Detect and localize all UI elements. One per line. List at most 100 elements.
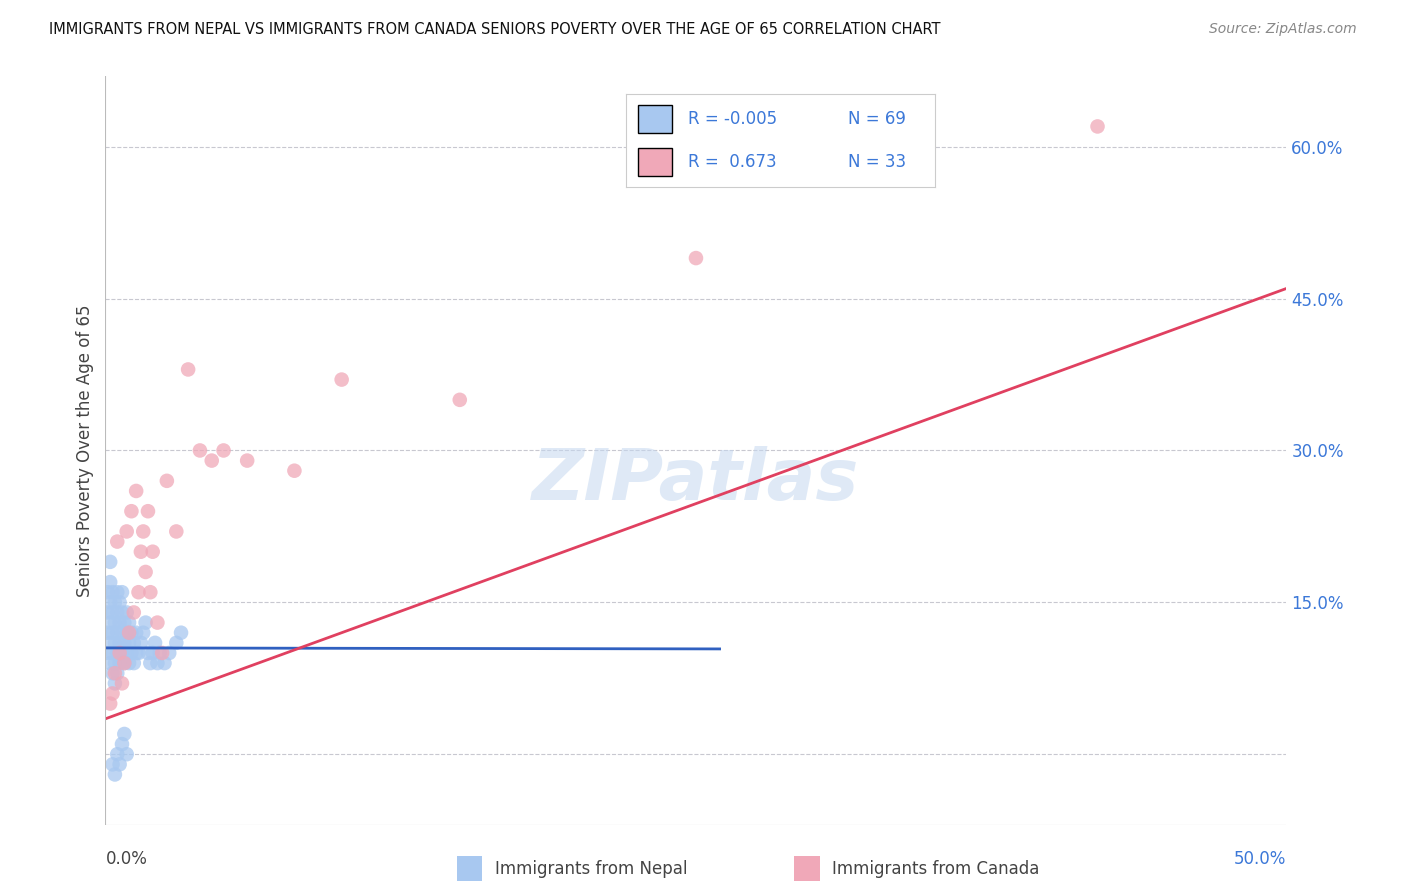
Point [105, 625, 128, 640]
Point [112, 636, 135, 650]
Point [149, 646, 172, 660]
Point [128, 585, 150, 599]
Point [111, 606, 134, 620]
Point [129, 636, 152, 650]
FancyBboxPatch shape [638, 148, 672, 176]
Point [1087, 120, 1109, 134]
Point [105, 534, 128, 549]
Point [108, 757, 131, 772]
Point [111, 646, 134, 660]
Text: R =  0.673: R = 0.673 [688, 153, 776, 171]
Point [105, 747, 128, 762]
Point [115, 524, 138, 539]
Point [97, 585, 120, 599]
Point [112, 727, 135, 741]
Text: Immigrants from Canada: Immigrants from Canada [832, 860, 1039, 878]
Text: IMMIGRANTS FROM NEPAL VS IMMIGRANTS FROM CANADA SENIORS POVERTY OVER THE AGE OF : IMMIGRANTS FROM NEPAL VS IMMIGRANTS FROM… [49, 22, 941, 37]
Point [139, 585, 162, 599]
Point [101, 666, 124, 681]
Point [112, 615, 135, 630]
Point [122, 636, 145, 650]
Point [120, 646, 142, 660]
Point [128, 646, 150, 660]
Point [136, 504, 159, 518]
FancyBboxPatch shape [638, 105, 672, 133]
Point [98, 575, 121, 590]
Point [97, 606, 120, 620]
Point [104, 595, 127, 609]
Point [98, 697, 121, 711]
Point [150, 646, 173, 660]
Point [177, 362, 200, 376]
Point [165, 524, 187, 539]
Point [101, 625, 124, 640]
Point [101, 757, 124, 772]
Point [156, 474, 179, 488]
Text: N = 69: N = 69 [848, 110, 907, 128]
Point [115, 747, 138, 762]
Point [132, 625, 155, 640]
Point [115, 625, 138, 640]
Point [153, 656, 176, 670]
Point [112, 656, 135, 670]
Point [212, 443, 235, 458]
Point [108, 646, 131, 660]
Point [118, 615, 141, 630]
Point [105, 606, 128, 620]
Point [165, 636, 187, 650]
Point [111, 625, 134, 640]
Point [118, 636, 141, 650]
Point [104, 636, 127, 650]
Text: ZIPatlas: ZIPatlas [533, 446, 859, 515]
Point [98, 615, 121, 630]
Point [98, 636, 121, 650]
Text: Source: ZipAtlas.com: Source: ZipAtlas.com [1209, 22, 1357, 37]
Point [142, 545, 165, 559]
Point [685, 251, 707, 265]
Point [98, 656, 121, 670]
Point [104, 656, 127, 670]
Point [115, 646, 138, 660]
Point [108, 615, 131, 630]
Point [104, 615, 127, 630]
Point [101, 585, 124, 599]
Point [118, 656, 141, 670]
Point [170, 625, 193, 640]
Point [98, 555, 121, 569]
Point [125, 483, 148, 498]
Point [112, 656, 135, 670]
Point [97, 625, 120, 640]
Point [105, 585, 128, 599]
Point [101, 646, 124, 660]
Point [283, 464, 305, 478]
Point [104, 666, 127, 681]
Point [157, 646, 180, 660]
Point [105, 666, 128, 681]
Text: Immigrants from Nepal: Immigrants from Nepal [495, 860, 688, 878]
Point [330, 373, 353, 387]
Point [104, 676, 127, 690]
Point [105, 646, 128, 660]
Point [111, 585, 134, 599]
Point [101, 686, 124, 700]
Point [135, 565, 157, 579]
Point [129, 545, 152, 559]
Point [125, 646, 148, 660]
Point [132, 524, 155, 539]
Point [111, 737, 134, 751]
Point [139, 656, 162, 670]
Text: 50.0%: 50.0% [1234, 850, 1286, 869]
Point [122, 606, 145, 620]
Point [201, 453, 224, 467]
Point [142, 646, 165, 660]
Point [143, 636, 166, 650]
Text: 0.0%: 0.0% [105, 850, 148, 869]
Point [125, 625, 148, 640]
Point [108, 595, 131, 609]
Point [111, 676, 134, 690]
Point [449, 392, 471, 407]
Point [236, 453, 259, 467]
Point [101, 606, 124, 620]
Text: R = -0.005: R = -0.005 [688, 110, 776, 128]
Point [146, 615, 169, 630]
